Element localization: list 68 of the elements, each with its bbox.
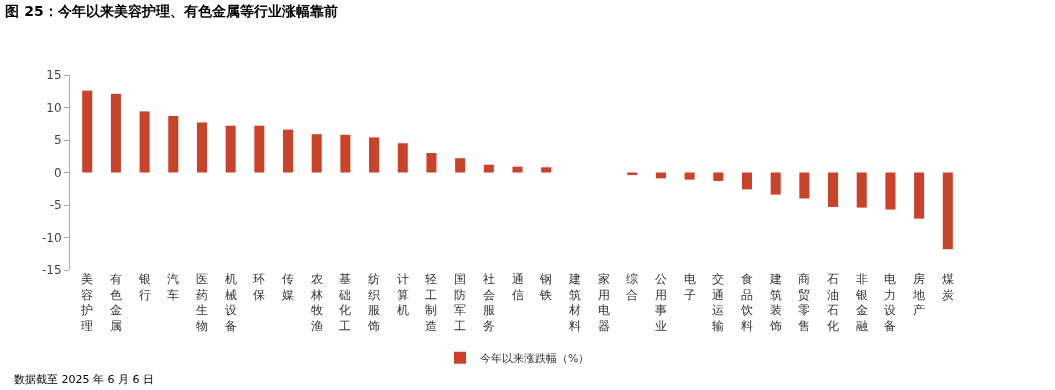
bar xyxy=(799,172,810,199)
x-tick-label: 医药生物 xyxy=(195,272,208,333)
bar xyxy=(311,134,322,173)
bar xyxy=(225,125,236,173)
bar xyxy=(512,166,523,173)
y-tick-label: -15 xyxy=(41,263,62,278)
bar xyxy=(426,153,437,173)
bar xyxy=(914,172,925,219)
bar xyxy=(340,134,351,173)
y-tick-label: 0 xyxy=(53,165,62,180)
x-tick-label: 轻工制造 xyxy=(425,272,438,333)
y-tick-label: 5 xyxy=(53,133,62,148)
x-tick-label: 社会服务 xyxy=(482,272,495,333)
x-tick-label: 基础化工 xyxy=(338,272,352,333)
bar xyxy=(942,172,953,250)
x-tick-label: 商贸零售 xyxy=(798,272,811,333)
bar xyxy=(139,111,150,173)
x-tick-label: 机械设备 xyxy=(224,272,237,333)
bar xyxy=(684,172,695,180)
x-tick-label: 煤炭 xyxy=(941,272,954,302)
x-tick-label: 银行 xyxy=(137,272,151,302)
x-tick-label: 环保 xyxy=(253,272,266,302)
bar xyxy=(282,129,294,173)
bar xyxy=(541,167,552,173)
x-tick-label: 钢铁 xyxy=(539,272,553,302)
bar xyxy=(741,172,753,190)
bar xyxy=(110,93,121,173)
legend-label: 今年以来涨跌幅（%） xyxy=(480,352,590,366)
x-tick-label: 综合 xyxy=(626,272,639,302)
y-tick-label: -5 xyxy=(49,198,62,213)
bar xyxy=(82,90,93,173)
bar xyxy=(168,115,179,173)
x-tick-label: 汽车 xyxy=(167,272,180,302)
bar xyxy=(196,122,207,173)
bar xyxy=(483,164,494,173)
x-tick-label: 美容护理 xyxy=(80,272,94,333)
bar xyxy=(828,172,839,207)
bar xyxy=(369,137,380,173)
x-tick-label: 非银金融 xyxy=(854,272,868,333)
bar xyxy=(254,125,265,173)
x-tick-label: 交通运输 xyxy=(712,272,725,333)
x-tick-label: 有色金属 xyxy=(109,272,122,333)
x-tick-label: 计算机 xyxy=(396,272,409,318)
bar xyxy=(397,143,408,173)
y-tick-label: -10 xyxy=(41,230,62,245)
bar xyxy=(713,172,724,181)
bar xyxy=(770,172,781,195)
x-tick-label: 房地产 xyxy=(912,272,926,318)
x-tick-label: 食品饮料 xyxy=(739,272,753,333)
x-tick-label: 农林牧渔 xyxy=(309,272,323,333)
x-tick-label: 石油石化 xyxy=(827,272,840,333)
y-tick-label: 10 xyxy=(46,100,62,115)
bar xyxy=(455,158,466,173)
x-tick-label: 国防军工 xyxy=(454,272,467,333)
x-tick-label: 建筑装饰 xyxy=(768,272,782,333)
x-tick-label: 家用电器 xyxy=(597,272,610,333)
x-tick-label: 通信 xyxy=(511,272,524,302)
x-tick-label: 公用事业 xyxy=(654,272,667,333)
text: 数据截至 2025 年 6 月 6 日 xyxy=(14,373,154,386)
chart-title: 图 25：今年以来美容护理、有色金属等行业涨幅靠前 xyxy=(5,2,338,19)
x-tick-label: 建筑材料 xyxy=(567,272,581,333)
x-tick-label: 传媒 xyxy=(282,272,295,302)
x-tick-label: 纺织服饰 xyxy=(367,272,381,333)
bar xyxy=(885,172,896,210)
x-tick-label: 电子 xyxy=(683,272,696,302)
x-tick-label: 电力设备 xyxy=(884,272,897,333)
y-tick-label: 15 xyxy=(46,68,62,83)
bar xyxy=(856,172,867,208)
